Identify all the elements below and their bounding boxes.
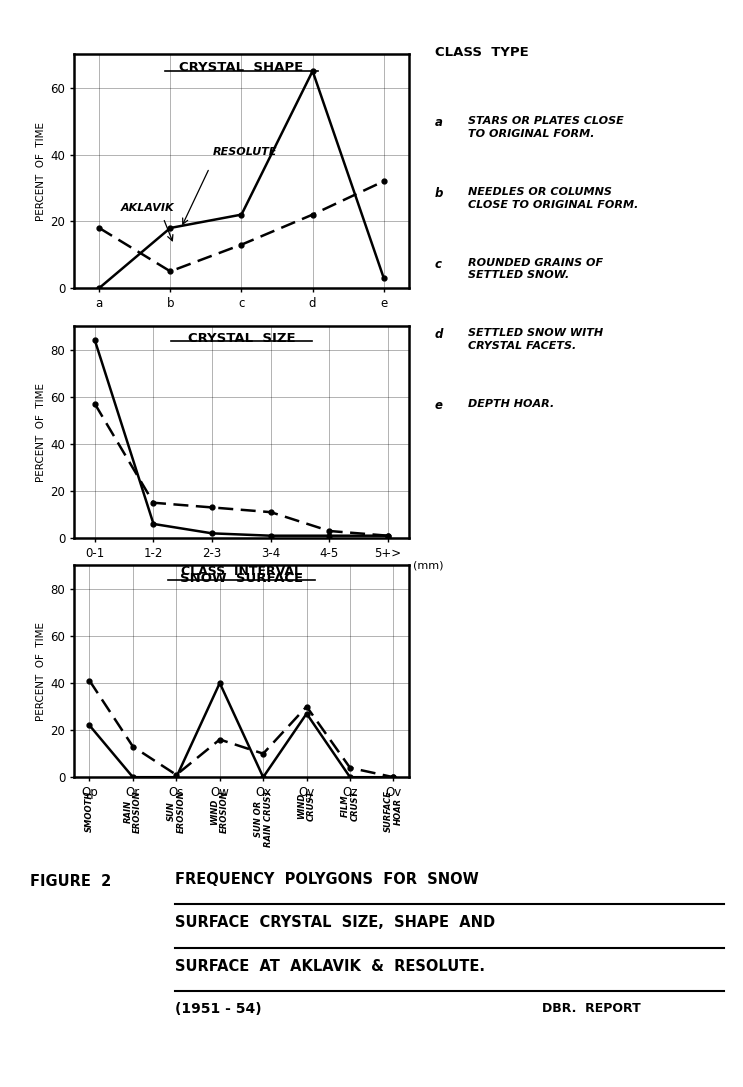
- Text: AKLAVIK: AKLAVIK: [120, 203, 174, 213]
- Text: b: b: [435, 187, 443, 200]
- Y-axis label: PERCENT  OF  TIME: PERCENT OF TIME: [36, 383, 46, 482]
- Text: SNOW  SURFACE: SNOW SURFACE: [180, 572, 303, 585]
- Y-axis label: PERCENT  OF  TIME: PERCENT OF TIME: [36, 622, 46, 721]
- Text: FILM
CRUST: FILM CRUST: [341, 790, 360, 822]
- Text: FIGURE  2: FIGURE 2: [30, 874, 111, 889]
- Text: c: c: [435, 258, 441, 271]
- Text: CLASS  INTERVAL: CLASS INTERVAL: [181, 565, 302, 578]
- Text: SURFACE
HOAR: SURFACE HOAR: [384, 790, 403, 833]
- Text: SMOOTH: SMOOTH: [85, 790, 94, 832]
- Text: RAIN
EROSION: RAIN EROSION: [123, 790, 142, 833]
- Text: a: a: [435, 116, 443, 129]
- Text: SURFACE  AT  AKLAVIK  &  RESOLUTE.: SURFACE AT AKLAVIK & RESOLUTE.: [175, 959, 484, 974]
- Text: (mm): (mm): [413, 561, 444, 571]
- Text: STARS OR PLATES CLOSE
TO ORIGINAL FORM.: STARS OR PLATES CLOSE TO ORIGINAL FORM.: [468, 116, 624, 139]
- Text: RESOLUTE: RESOLUTE: [213, 147, 278, 157]
- Text: DBR.  REPORT: DBR. REPORT: [542, 1002, 641, 1015]
- Text: (1951 - 54): (1951 - 54): [175, 1002, 262, 1016]
- Text: ROUNDED GRAINS OF
SETTLED SNOW.: ROUNDED GRAINS OF SETTLED SNOW.: [468, 258, 603, 280]
- Text: NEEDLES OR COLUMNS
CLOSE TO ORIGINAL FORM.: NEEDLES OR COLUMNS CLOSE TO ORIGINAL FOR…: [468, 187, 638, 210]
- Text: DEPTH HOAR.: DEPTH HOAR.: [468, 399, 554, 409]
- Text: CLASS  TYPE: CLASS TYPE: [435, 46, 528, 59]
- Text: CRYSTAL  SHAPE: CRYSTAL SHAPE: [179, 61, 304, 74]
- Text: SUN
EROSION: SUN EROSION: [167, 790, 186, 833]
- Text: CRYSTAL  SIZE: CRYSTAL SIZE: [188, 333, 295, 346]
- Text: SUN OR
RAIN CRUST: SUN OR RAIN CRUST: [254, 790, 273, 848]
- Text: SETTLED SNOW WITH
CRYSTAL FACETS.: SETTLED SNOW WITH CRYSTAL FACETS.: [468, 328, 603, 351]
- Text: SURFACE  CRYSTAL  SIZE,  SHAPE  AND: SURFACE CRYSTAL SIZE, SHAPE AND: [175, 915, 495, 930]
- Text: d: d: [435, 328, 443, 341]
- Text: WIND
EROSION: WIND EROSION: [210, 790, 229, 833]
- Text: WIND
CRUST: WIND CRUST: [297, 790, 316, 822]
- Y-axis label: PERCENT  OF  TIME: PERCENT OF TIME: [36, 122, 46, 221]
- Text: e: e: [435, 399, 443, 412]
- Text: FREQUENCY  POLYGONS  FOR  SNOW: FREQUENCY POLYGONS FOR SNOW: [175, 872, 478, 887]
